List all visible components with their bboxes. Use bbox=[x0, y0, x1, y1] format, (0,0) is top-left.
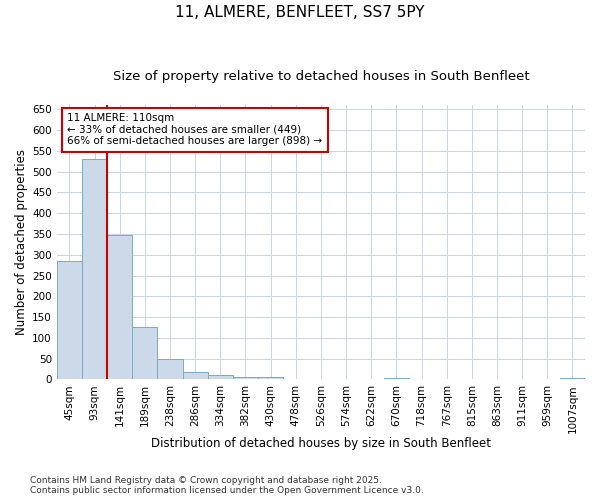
Bar bbox=[57, 261, 82, 380]
Text: 11 ALMERE: 110sqm
← 33% of detached houses are smaller (449)
66% of semi-detache: 11 ALMERE: 110sqm ← 33% of detached hous… bbox=[67, 113, 322, 146]
X-axis label: Distribution of detached houses by size in South Benfleet: Distribution of detached houses by size … bbox=[151, 437, 491, 450]
Bar bbox=[208, 375, 233, 380]
Bar bbox=[384, 378, 409, 380]
Bar bbox=[132, 328, 157, 380]
Title: Size of property relative to detached houses in South Benfleet: Size of property relative to detached ho… bbox=[113, 70, 529, 83]
Text: Contains HM Land Registry data © Crown copyright and database right 2025.
Contai: Contains HM Land Registry data © Crown c… bbox=[30, 476, 424, 495]
Bar bbox=[182, 372, 208, 380]
Bar bbox=[233, 378, 258, 380]
Bar bbox=[107, 235, 132, 380]
Bar bbox=[157, 358, 182, 380]
Bar bbox=[82, 159, 107, 380]
Bar bbox=[258, 378, 283, 380]
Text: 11, ALMERE, BENFLEET, SS7 5PY: 11, ALMERE, BENFLEET, SS7 5PY bbox=[175, 5, 425, 20]
Bar bbox=[560, 378, 585, 380]
Y-axis label: Number of detached properties: Number of detached properties bbox=[15, 149, 28, 335]
